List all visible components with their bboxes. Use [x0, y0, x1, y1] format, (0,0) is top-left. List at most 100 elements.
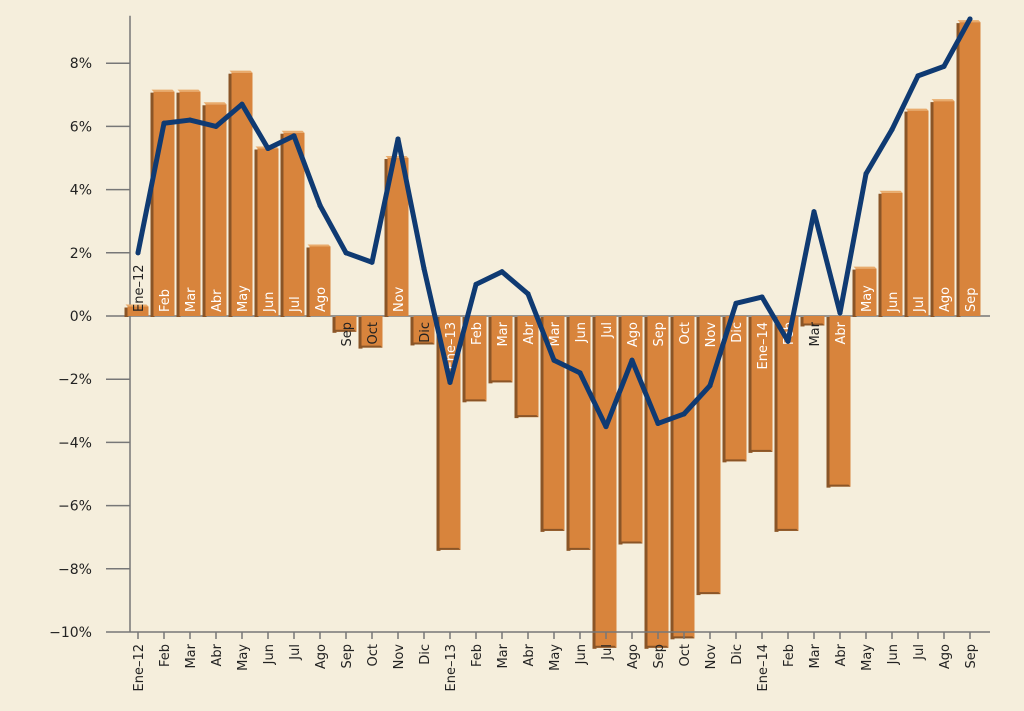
bar-label: May: [236, 285, 251, 312]
bar-label: Feb: [158, 289, 173, 312]
bar-label: Mar: [184, 287, 199, 312]
bar: [127, 306, 149, 316]
bar-side: [774, 317, 779, 532]
bar-cap: [801, 323, 825, 326]
bar: [231, 72, 253, 317]
bar: [803, 316, 825, 326]
x-tick-label: Abr: [834, 643, 849, 666]
line-point: [837, 310, 843, 316]
bar: [413, 316, 435, 345]
bar: [491, 316, 513, 383]
y-tick-label: 6%: [70, 119, 92, 135]
bar-cap: [463, 399, 487, 402]
bar-label: Jul: [288, 296, 303, 313]
bar-side: [930, 102, 935, 318]
bar: [959, 22, 981, 317]
line-segment: [369, 136, 401, 265]
x-tick-label: Abr: [210, 643, 225, 666]
line-point: [681, 411, 687, 417]
line-segment: [213, 101, 245, 129]
bar-side: [826, 317, 831, 488]
bar-side: [306, 247, 311, 317]
line-segment: [629, 357, 661, 426]
y-tick-label: 4%: [70, 183, 92, 199]
line-segment: [187, 117, 219, 129]
bar-side: [150, 92, 155, 317]
bar-label: Ene–14: [756, 322, 771, 370]
y-tick-label: −6%: [58, 499, 92, 515]
bar: [881, 192, 903, 316]
line-point: [603, 424, 609, 430]
bar: [699, 316, 721, 595]
bar-side: [436, 317, 441, 551]
bar-label: Mar: [548, 321, 563, 346]
line-point: [291, 133, 297, 139]
line-segment: [811, 209, 843, 316]
line-segment: [655, 411, 687, 426]
bar-side: [852, 269, 857, 317]
x-tick-label: Jun: [262, 644, 277, 665]
bar: [465, 316, 487, 402]
line-segment: [135, 120, 167, 256]
x-tick-label: Jul: [600, 644, 615, 661]
line-point: [707, 383, 713, 389]
y-tick-label: −2%: [58, 372, 92, 388]
y-tick-label: −8%: [58, 562, 92, 578]
bar: [309, 246, 331, 316]
x-tick-label: Jun: [574, 644, 589, 665]
bar-label: Dic: [418, 322, 433, 343]
x-tick-label: Sep: [340, 644, 355, 669]
line-point: [473, 281, 479, 287]
line-point: [421, 266, 427, 272]
bar-side: [748, 317, 753, 453]
x-tick-label: Ago: [314, 644, 329, 669]
line-point: [343, 250, 349, 256]
x-tick-label: Feb: [158, 644, 173, 667]
line-segment: [707, 300, 739, 389]
y-tick-label: −4%: [58, 435, 92, 451]
bar-label: Jul: [600, 322, 615, 339]
bar-side: [254, 149, 259, 317]
bar-side: [332, 317, 337, 333]
bar: [855, 268, 877, 316]
x-tick-label: Dic: [730, 644, 745, 665]
bar-label: Ago: [938, 287, 953, 312]
line-point: [447, 379, 453, 385]
bar-side: [540, 317, 545, 532]
bar-label: Abr: [522, 321, 537, 344]
line-segment: [733, 294, 765, 306]
x-tick-label: Ene–14: [756, 644, 771, 692]
line-segment: [265, 133, 297, 152]
bar-cap: [281, 130, 305, 133]
line-segment: [915, 63, 947, 79]
bar-side: [488, 317, 493, 384]
bar-label: Sep: [964, 287, 979, 312]
bar-cap: [931, 99, 955, 102]
bar-cap: [411, 342, 435, 345]
line-point: [265, 146, 271, 152]
line-point: [551, 357, 557, 363]
bar-label: Sep: [652, 322, 667, 347]
line-point: [161, 120, 167, 126]
bar-label: Nov: [392, 286, 407, 312]
bar-cap: [645, 645, 669, 648]
bar: [647, 316, 669, 648]
line-point: [499, 269, 505, 275]
bar-label: Oct: [366, 322, 381, 344]
line-segment: [785, 209, 817, 344]
bar-label: Sep: [340, 322, 355, 347]
line-segment: [421, 266, 453, 385]
line-segment: [837, 171, 869, 316]
bar-side: [202, 105, 207, 317]
bar-side: [800, 317, 805, 327]
line-point: [135, 250, 141, 256]
bar-cap: [905, 108, 929, 111]
bar-label: Jun: [262, 292, 277, 313]
line-point: [629, 357, 635, 363]
y-tick-label: 8%: [70, 56, 92, 72]
bar-side: [956, 23, 961, 318]
bar-side: [618, 317, 623, 545]
x-tick-label: Ago: [938, 644, 953, 669]
